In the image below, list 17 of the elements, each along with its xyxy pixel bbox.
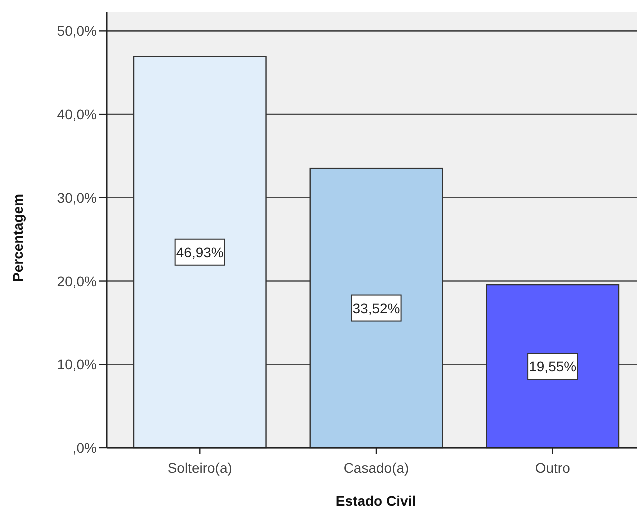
y-tick-label: 20,0% (57, 273, 97, 290)
bar (486, 284, 620, 449)
x-tick-label: Solteiro(a) (168, 460, 232, 476)
data-label: 46,93% (176, 244, 224, 260)
y-tick-label: 30,0% (57, 190, 97, 206)
x-tick-label: Outro (535, 460, 571, 476)
y-axis-title: Percentagem (10, 194, 26, 282)
x-tick-label: Casado(a) (344, 460, 410, 476)
bar (133, 56, 267, 449)
bar (310, 168, 444, 449)
data-label: 19,55% (529, 358, 577, 375)
y-tick-label: 40,0% (57, 106, 97, 123)
data-label: 33,52% (352, 300, 400, 316)
y-tick-label: 10,0% (57, 356, 97, 373)
y-tick-label: 50,0% (57, 23, 97, 40)
x-axis-title: Estado Civil (336, 493, 416, 509)
y-tick-label: ,0% (72, 440, 97, 456)
